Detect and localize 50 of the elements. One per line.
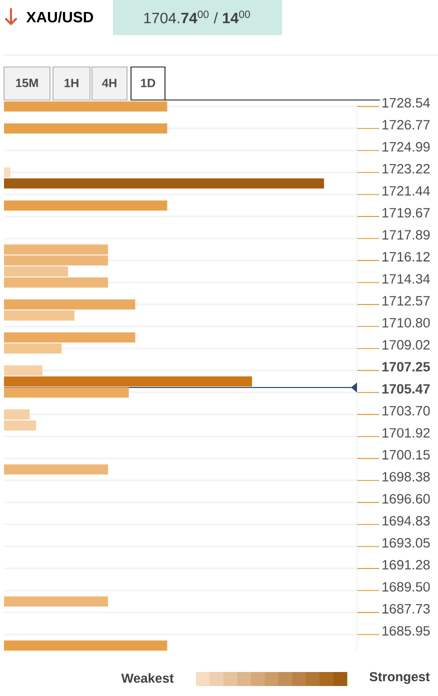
bar — [4, 123, 168, 134]
y-tick-label: 1710.80 — [382, 318, 430, 328]
bar — [4, 310, 74, 321]
y-tick-label: 1707.25 — [382, 362, 430, 372]
y-tick-label: 1724.99 — [382, 142, 430, 152]
y-tick-label: 1694.83 — [382, 516, 430, 526]
y-tick-label: 1700.15 — [382, 450, 430, 460]
y-tick-label: 1687.73 — [382, 604, 430, 614]
y-tick-label: 1712.57 — [382, 296, 430, 306]
bar — [4, 596, 108, 606]
y-tick-label: 1705.47 — [382, 384, 430, 394]
y-tick-label: 1716.12 — [382, 252, 430, 262]
y-tick-label: 1728.54 — [382, 98, 430, 108]
chart-subtitle: 1704.74$^{00}$ / 14$^{00}$ — [144, 10, 250, 24]
y-tick-label: 1696.60 — [382, 494, 430, 504]
bar — [4, 640, 168, 651]
y-tick-label: 1723.22 — [382, 164, 430, 174]
y-tick-label: 1721.44 — [382, 186, 430, 196]
bar — [4, 387, 129, 398]
bar — [4, 464, 108, 475]
text: Weakest — [121, 673, 174, 683]
bar — [4, 167, 10, 178]
y-tick-label: 1703.70 — [382, 406, 430, 416]
y-tick-label: 1709.02 — [382, 340, 430, 350]
y-tick-label: 1693.05 — [382, 538, 430, 548]
bar — [4, 178, 324, 189]
y-tick-label: 1719.67 — [382, 208, 430, 218]
y-tick-label: 1698.38 — [382, 472, 430, 482]
text: 4H — [102, 78, 116, 88]
y-tick-label: 1701.92 — [382, 428, 430, 438]
text: Strongest — [370, 672, 430, 684]
bar — [4, 101, 168, 112]
bar — [4, 343, 62, 354]
bar — [4, 376, 252, 387]
y-tick-label: 1714.34 — [382, 274, 430, 284]
text: 15M — [16, 78, 38, 88]
y-tick-label: 1717.89 — [382, 230, 430, 240]
text: 1H — [64, 78, 78, 88]
bar — [4, 200, 168, 211]
text: 1D — [141, 78, 156, 88]
bar — [4, 365, 42, 376]
y-tick-label: 1726.77 — [382, 120, 430, 130]
chart-title: XAU/USD — [26, 11, 94, 23]
bar — [4, 332, 136, 343]
y-tick-label: 1689.50 — [382, 582, 430, 592]
bar — [4, 277, 108, 288]
bar — [4, 299, 136, 310]
y-tick-label: 1691.28 — [382, 560, 430, 570]
y-tick-label: 1685.95 — [382, 626, 430, 636]
bar — [4, 266, 68, 277]
